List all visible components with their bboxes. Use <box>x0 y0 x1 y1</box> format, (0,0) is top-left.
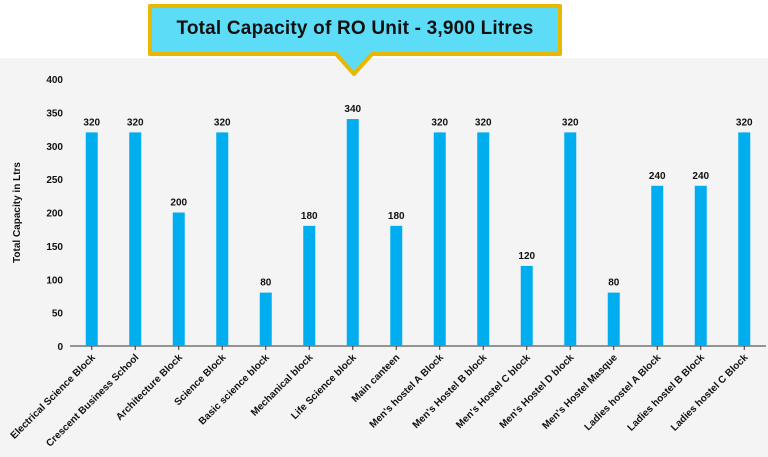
bar <box>85 132 98 346</box>
bar <box>259 292 272 346</box>
data-label: 340 <box>344 104 361 115</box>
y-tick-label: 350 <box>46 108 63 119</box>
y-tick-label: 150 <box>46 242 63 253</box>
callout-shape <box>148 4 562 76</box>
data-label: 240 <box>649 171 666 182</box>
y-tick-label: 300 <box>46 142 63 153</box>
data-label: 80 <box>608 278 620 289</box>
y-tick-label: 400 <box>46 75 63 86</box>
bar <box>129 132 142 346</box>
bar <box>216 132 229 346</box>
data-label: 180 <box>301 211 318 222</box>
data-label: 320 <box>127 117 144 128</box>
bar <box>694 185 707 346</box>
y-tick-label: 50 <box>52 309 64 320</box>
y-tick-label: 0 <box>57 342 63 353</box>
x-tick-label: Electrical Science Block <box>9 352 98 441</box>
bar <box>390 225 403 346</box>
y-tick-label: 250 <box>46 175 63 186</box>
data-label: 120 <box>518 251 535 262</box>
y-tick-label: 200 <box>46 209 63 220</box>
x-tick-label: Basic science block <box>197 352 272 427</box>
data-label: 320 <box>214 117 231 128</box>
data-label: 320 <box>562 117 579 128</box>
data-label: 80 <box>260 278 272 289</box>
bar <box>738 132 751 346</box>
data-label: 320 <box>83 117 100 128</box>
y-axis-label: Total Capacity in Ltrs <box>12 162 23 263</box>
bar <box>303 225 316 346</box>
x-tick-label: Men's Hostel D block <box>498 352 577 431</box>
data-label: 200 <box>170 198 187 209</box>
x-tick-label: Ladies hostel C Block <box>669 352 751 434</box>
chart-title: Total Capacity of RO Unit - 3,900 Litres <box>176 18 534 39</box>
data-label: 320 <box>431 117 448 128</box>
x-tick-label: Ladies hostel B Block <box>626 352 708 434</box>
bar <box>651 185 664 346</box>
x-tick-label: Men's Hostel Masque <box>540 352 620 432</box>
bar <box>564 132 577 346</box>
bar <box>477 132 490 346</box>
bar <box>172 212 185 346</box>
bar <box>346 119 359 346</box>
data-label: 180 <box>388 211 405 222</box>
y-tick-label: 100 <box>46 275 63 286</box>
bar <box>433 132 446 346</box>
bar <box>607 292 620 346</box>
plot-background <box>0 58 768 457</box>
data-label: 320 <box>475 117 492 128</box>
x-tick-label: Men's hostel A Block <box>368 352 446 430</box>
callout-box <box>148 4 562 76</box>
x-tick-label: Ladies hostel A Block <box>583 352 664 433</box>
data-label: 240 <box>692 171 709 182</box>
x-tick-label: Men's Hostel B block <box>411 352 490 431</box>
bar <box>520 265 533 346</box>
title-callout: Total Capacity of RO Unit - 3,900 Litres <box>146 2 566 82</box>
data-label: 320 <box>736 117 753 128</box>
x-tick-label: Crescent Business School <box>44 352 141 449</box>
x-tick-label: Men's Hostel C block <box>454 352 533 431</box>
